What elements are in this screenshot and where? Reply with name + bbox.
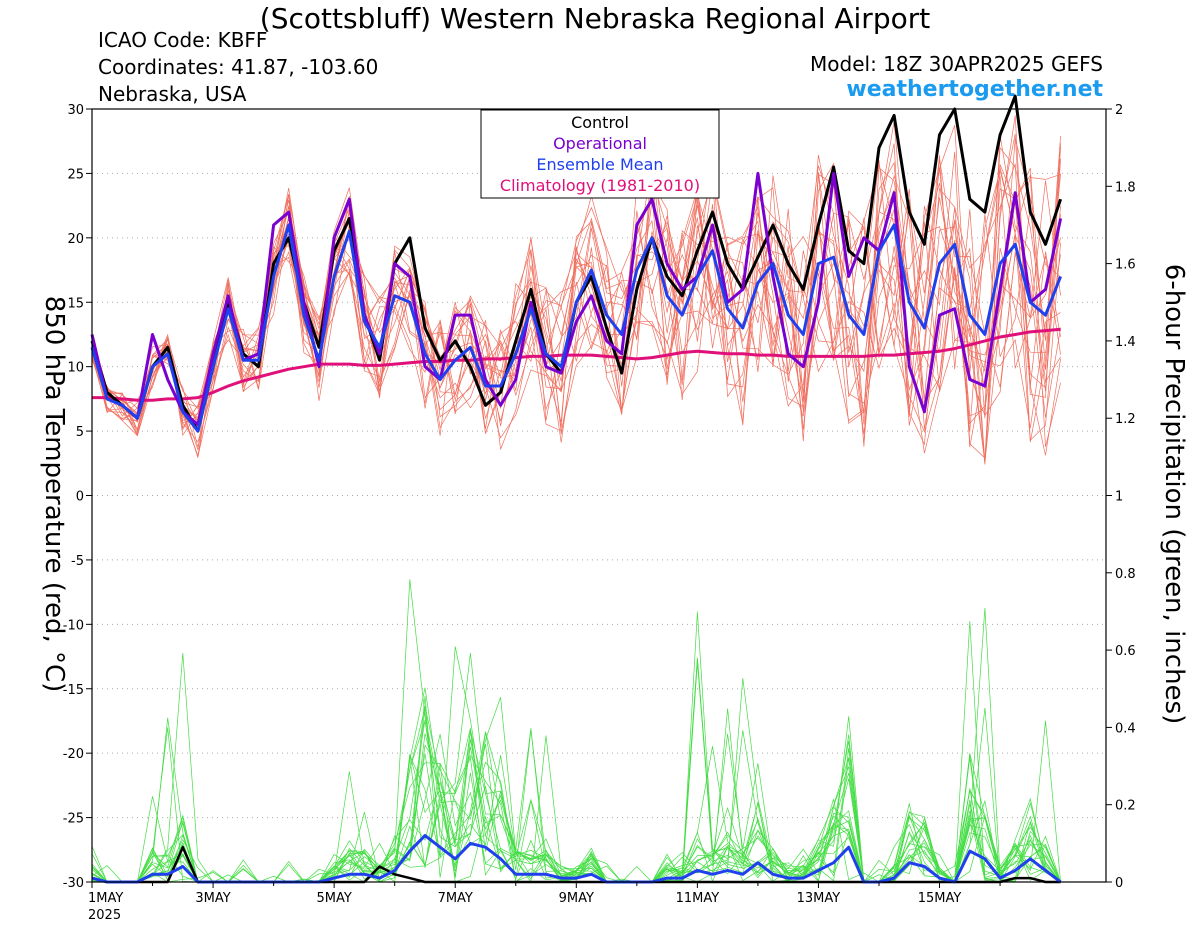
y-tick-right-label: 1 [1115,490,1123,505]
chart-title: (Scottsbluff) Western Nebraska Regional … [259,2,931,35]
y-tick-left-label: 10 [67,361,84,376]
temp-member-line [91,164,1061,448]
series-line-mean-precip [91,834,1062,884]
y-tick-left-label: 25 [67,167,84,182]
y-tick-left-label: 0 [76,490,84,505]
series-line-ensemble-mean [90,223,1062,433]
y-tick-left-label: 15 [67,296,84,311]
y-tick-left-label: -15 [63,683,84,698]
icao-code: ICAO Code: KBFF [98,28,268,52]
axes: 302520151050-5-10-15-20-25-3021.81.61.41… [63,103,1136,923]
y-tick-right-label: 1.2 [1115,412,1136,427]
y-tick-right-label: 1.4 [1115,335,1136,350]
precip-member-line [91,716,1061,883]
ensemble-members [91,115,1061,884]
x-tick-label: 15MAY [918,891,962,906]
y-tick-left-label: -25 [63,812,84,827]
x-tick-label: 3MAY [195,891,230,906]
y-tick-right-label: 1.6 [1115,258,1136,273]
y-tick-left-label: 5 [76,425,84,440]
precip-member-line [91,697,1061,883]
y-tick-left-label: 20 [67,232,84,247]
y-tick-left-label: 30 [67,103,84,118]
temp-member-line [91,162,1061,463]
model-run: Model: 18Z 30APR2025 GEFS [810,52,1103,76]
x-tick-label: 9MAY [559,891,594,906]
x-tick-label: 7MAY [438,891,473,906]
x-tick-label: 5MAY [316,891,351,906]
y-tick-right-label: 0.2 [1115,799,1136,814]
temp-member-line [91,194,1061,465]
y-tick-left-label: -10 [63,618,84,633]
y-tick-right-label: 0.8 [1115,567,1136,582]
y-tick-right-label: 0.4 [1115,721,1136,736]
y-tick-left-label: -30 [63,876,84,891]
series-line-climatology-1981-2010 [92,327,1061,402]
y-axis-left-title: 850 hPa Temperature (red, °C) [39,296,69,693]
legend-entry: Operational [553,134,647,153]
grid-lines [92,172,1106,819]
precip-member-line [91,720,1061,883]
legend-entry: Control [571,113,629,132]
main-series [90,94,1063,884]
region: Nebraska, USA [98,82,247,106]
coordinates: Coordinates: 41.87, -103.60 [98,55,379,79]
y-tick-right-label: 0 [1115,876,1123,891]
y-tick-right-label: 2 [1115,103,1123,118]
temp-member-line [91,170,1061,432]
x-tick-label: 11MAY [676,891,720,906]
legend-entry: Ensemble Mean [536,155,663,174]
x-tick-label: 1MAY [88,891,123,906]
y-tick-right-label: 0.6 [1115,644,1136,659]
temp-member-line [91,143,1061,443]
legend-entry: Climatology (1981-2010) [500,176,700,195]
legend-box [480,109,720,199]
plot-frame [91,108,1107,883]
x-tick-sublabel: 2025 [88,908,121,923]
x-tick-label: 13MAY [797,891,841,906]
y-tick-left-label: -5 [71,554,84,569]
y-tick-right-label: 1.8 [1115,180,1136,195]
precip-member-line [91,621,1061,884]
site-name: weathertogether.net [846,77,1103,102]
legend: Control Operational Ensemble Mean Climatolo… [480,109,720,199]
y-tick-left-label: -20 [63,747,84,762]
y-axis-right-title: 6-hour Precipitation (green, inches) [1159,264,1189,724]
